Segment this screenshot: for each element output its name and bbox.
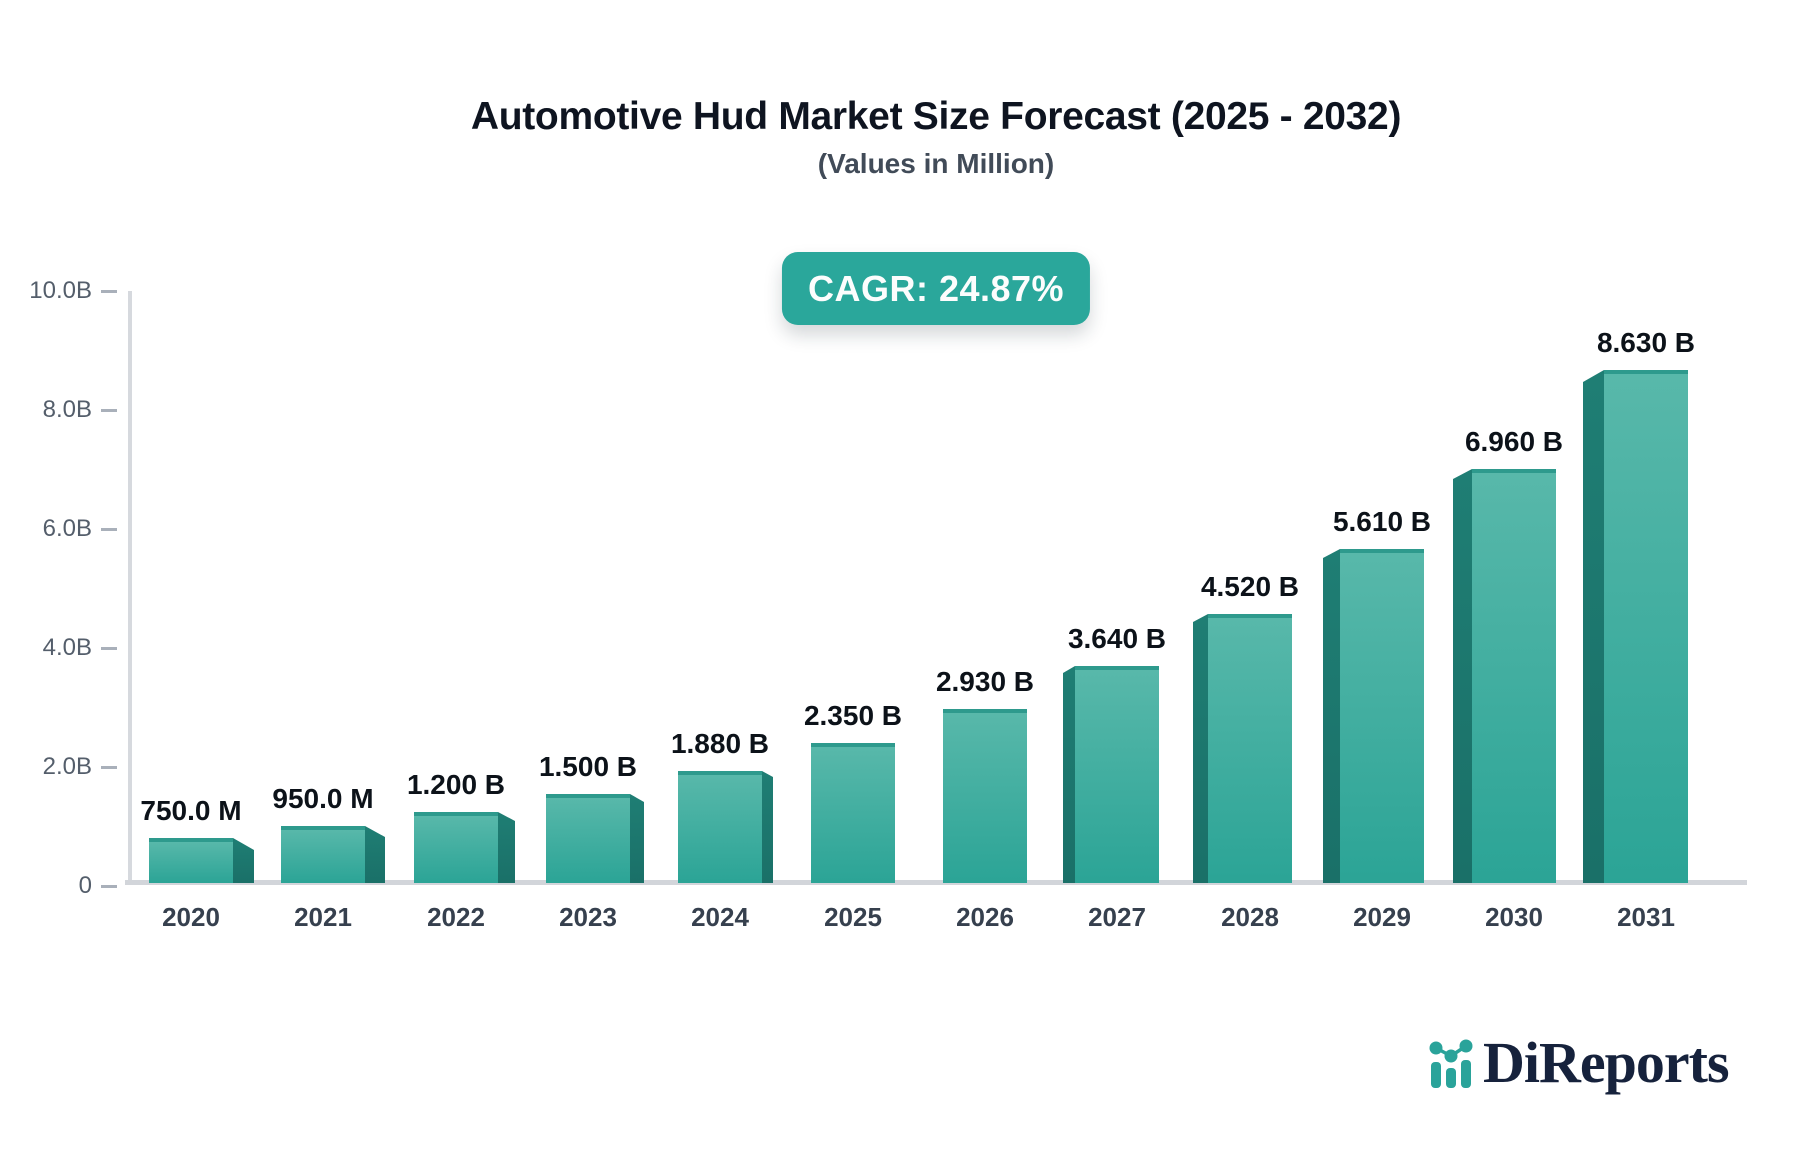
bar-value-label: 1.880 B — [670, 728, 770, 759]
bar — [943, 709, 1027, 883]
y-tick-mark — [101, 290, 117, 293]
bar-value-label: 2.350 B — [803, 700, 903, 731]
bar-3d-side — [233, 838, 254, 883]
bar-3d-side — [1323, 549, 1340, 883]
bar-3d-side — [1063, 666, 1075, 883]
x-tick-label: 2030 — [1485, 902, 1543, 932]
bar-3d-side — [762, 771, 773, 883]
x-tick-label: 2027 — [1088, 902, 1146, 932]
bar-value-label: 5.610 B — [1332, 506, 1432, 537]
bar — [149, 838, 233, 883]
x-tick-label: 2025 — [824, 902, 882, 932]
bar-line-chart-icon — [1429, 1039, 1473, 1088]
bar — [1604, 370, 1688, 883]
bar — [1075, 666, 1159, 883]
bar-value-label: 2.930 B — [935, 666, 1035, 697]
bar-3d-side — [498, 812, 515, 883]
bar-value-label: 6.960 B — [1464, 426, 1564, 457]
y-tick-mark — [101, 409, 117, 412]
x-axis-line — [125, 880, 1747, 885]
logo-text: DiReports — [1483, 1030, 1730, 1095]
bar-3d-side — [1453, 469, 1472, 883]
y-tick-label: 0 — [78, 872, 92, 899]
bar — [414, 812, 498, 883]
x-tick-label: 2031 — [1617, 902, 1675, 932]
bar-3d-side — [630, 794, 644, 883]
x-tick-label: 2021 — [294, 902, 352, 932]
x-tick-label: 2020 — [162, 902, 220, 932]
bar — [1208, 614, 1292, 883]
bar-value-label: 1.200 B — [406, 769, 506, 800]
x-tick-label: 2028 — [1221, 902, 1279, 932]
y-tick-label: 10.0B — [29, 277, 92, 304]
direports-logo: DiReports — [1428, 1030, 1730, 1095]
y-tick-label: 8.0B — [42, 396, 92, 423]
bar-3d-side — [365, 826, 385, 883]
y-axis-line — [128, 291, 132, 883]
bar-3d-side — [1193, 614, 1208, 883]
x-tick-label: 2024 — [691, 902, 749, 932]
y-tick-mark — [101, 528, 117, 531]
bar — [1340, 549, 1424, 883]
x-tick-label: 2026 — [956, 902, 1014, 932]
x-tick-label: 2022 — [427, 902, 485, 932]
cagr-badge: CAGR: 24.87% — [781, 252, 1091, 325]
chart-subtitle: (Values in Million) — [817, 148, 1055, 179]
bar — [281, 826, 365, 883]
x-tick-label: 2029 — [1353, 902, 1411, 932]
y-tick-mark — [101, 766, 117, 769]
bar-value-label: 1.500 B — [538, 751, 638, 782]
bar-3d-side — [1583, 370, 1604, 883]
y-tick-mark — [101, 885, 117, 888]
y-tick-label: 6.0B — [42, 515, 92, 542]
bar-value-label: 8.630 B — [1596, 327, 1696, 358]
bar-value-label: 750.0 M — [140, 795, 242, 826]
bar-value-label: 950.0 M — [272, 783, 374, 814]
bar-value-label: 4.520 B — [1200, 571, 1300, 602]
y-tick-label: 4.0B — [42, 634, 92, 661]
chart-title: Automotive Hud Market Size Forecast (202… — [470, 95, 1402, 138]
bar — [811, 743, 895, 883]
y-tick-label: 2.0B — [42, 753, 92, 780]
y-tick-mark — [101, 647, 117, 650]
bar — [546, 794, 630, 883]
bar-value-label: 3.640 B — [1067, 623, 1167, 654]
bar — [678, 771, 762, 883]
x-tick-label: 2023 — [559, 902, 617, 932]
bar — [1472, 469, 1556, 883]
